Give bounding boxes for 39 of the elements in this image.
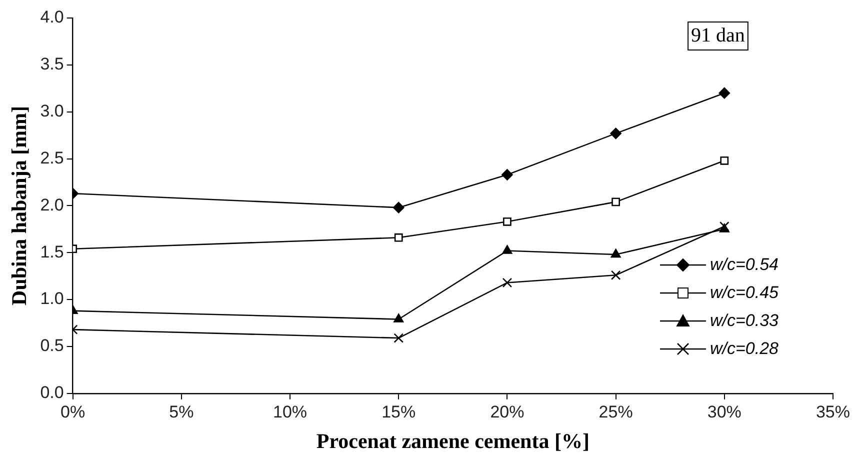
x-tick-label: 10% (273, 402, 308, 422)
point (610, 270, 621, 280)
point (392, 202, 404, 214)
x-tick-label: 0% (60, 402, 86, 422)
x-tick-label: 35% (816, 402, 850, 422)
point (502, 169, 513, 180)
point (394, 233, 403, 242)
y-tick-label: 3.0 (40, 102, 64, 121)
y-tick-label: 0.0 (40, 383, 64, 402)
y-axis-title: Dubina habanja [mm] (7, 106, 32, 306)
y-tick-label: 4.0 (40, 8, 64, 27)
x-tick-label: 15% (382, 402, 416, 422)
point (394, 333, 404, 343)
point (503, 217, 512, 226)
y-tick-label: 1.0 (40, 289, 64, 308)
point (502, 278, 512, 288)
point (719, 224, 730, 232)
x-tick-label: 25% (598, 402, 633, 422)
legend-label: w/c=0.45 (710, 282, 778, 303)
x-tick-label: 30% (707, 402, 742, 422)
point (394, 314, 404, 322)
y-tick-label: 3.5 (40, 54, 64, 74)
point (610, 128, 622, 140)
legend-label: w/c=0.28 (710, 338, 778, 359)
annotation: 91 dan (691, 24, 745, 46)
x-tick-label: 5% (169, 402, 194, 422)
x-tick-label: 20% (490, 402, 524, 422)
point (610, 248, 621, 258)
y-tick-label: 2.5 (40, 148, 64, 168)
y-tick-label: 1.5 (40, 242, 64, 262)
x-axis-title: Procenat zamene cementa [%] (316, 428, 590, 453)
y-tick-label: 2.0 (40, 195, 64, 214)
y-tick-label: 0.5 (40, 336, 64, 356)
legend-label: w/c=0.54 (710, 254, 778, 275)
point (612, 198, 620, 206)
point (502, 245, 512, 254)
legend-label: w/c=0.33 (710, 310, 778, 331)
point (718, 87, 730, 99)
point (720, 156, 729, 165)
